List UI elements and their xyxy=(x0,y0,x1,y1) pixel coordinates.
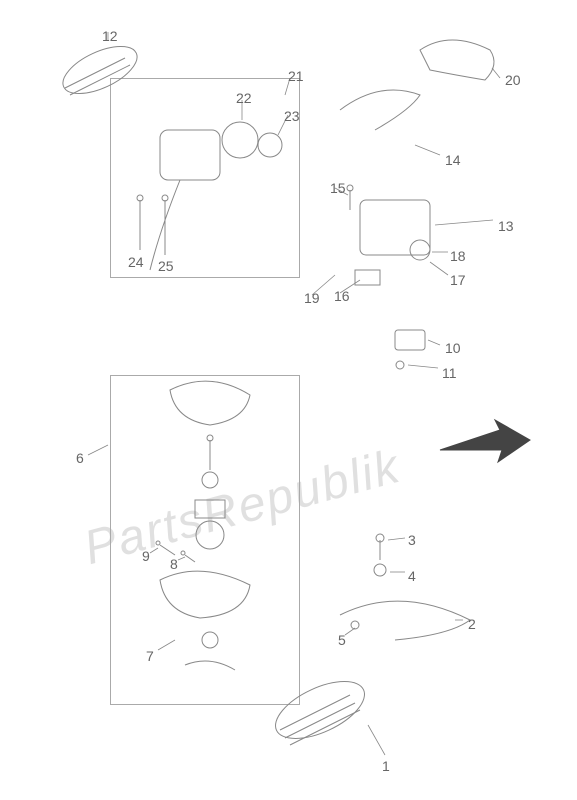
callout-17: 17 xyxy=(450,272,466,288)
clutch-lever xyxy=(340,534,470,640)
grip-1 xyxy=(267,670,385,755)
callout-23: 23 xyxy=(284,108,300,124)
callout-22: 22 xyxy=(236,90,252,106)
lever-cover-20 xyxy=(420,40,500,80)
callout-1: 1 xyxy=(382,758,390,774)
brake-lever-14 xyxy=(340,90,440,155)
callout-8: 8 xyxy=(170,556,178,572)
callout-14: 14 xyxy=(445,152,461,168)
grip-12 xyxy=(56,32,144,103)
callout-19: 19 xyxy=(304,290,320,306)
callout-2: 2 xyxy=(468,616,476,632)
callout-5: 5 xyxy=(338,632,346,648)
callout-6: 6 xyxy=(76,450,84,466)
callout-24: 24 xyxy=(128,254,144,270)
callout-20: 20 xyxy=(505,72,521,88)
callout-25: 25 xyxy=(158,258,174,274)
callout-9: 9 xyxy=(142,548,150,564)
callout-16: 16 xyxy=(334,288,350,304)
switch-assembly xyxy=(150,78,290,270)
callout-7: 7 xyxy=(146,648,154,664)
callout-18: 18 xyxy=(450,248,466,264)
callout-4: 4 xyxy=(408,568,416,584)
callout-13: 13 xyxy=(498,218,514,234)
callout-3: 3 xyxy=(408,532,416,548)
callout-21: 21 xyxy=(288,68,304,84)
callout-15: 15 xyxy=(330,180,346,196)
callout-12: 12 xyxy=(102,28,118,44)
direction-arrow xyxy=(440,420,530,462)
callout-11: 11 xyxy=(442,365,457,381)
parts-diagram: PartsRepublik xyxy=(0,0,577,800)
callout-10: 10 xyxy=(445,340,461,356)
brake-switch xyxy=(395,330,440,369)
throttle-housing xyxy=(88,381,250,670)
